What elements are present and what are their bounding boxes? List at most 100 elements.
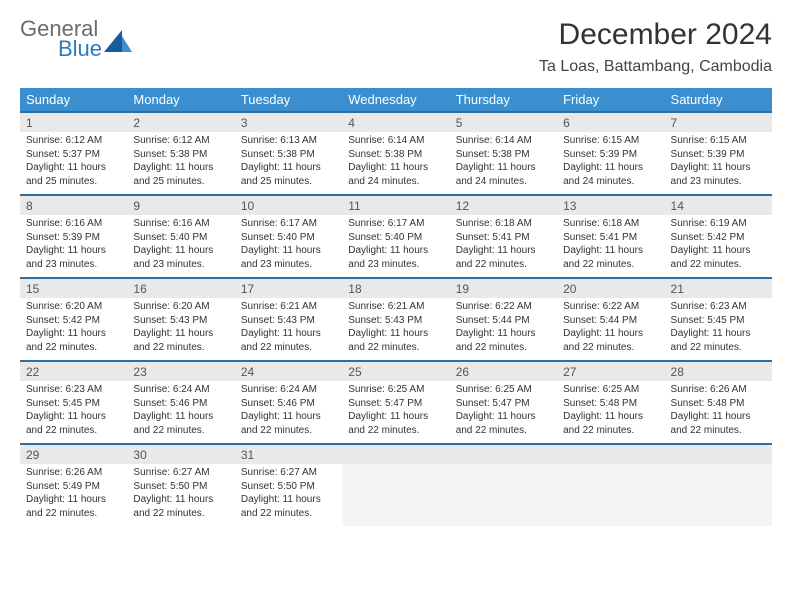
daylight-text: Daylight: 11 hours and 23 minutes. (241, 244, 336, 271)
day-number-cell: 20 (557, 278, 664, 298)
logo-word2: Blue (58, 38, 102, 60)
date-row: 1234567 (20, 112, 772, 132)
day-number-cell: 24 (235, 361, 342, 381)
day-number: 25 (348, 365, 361, 379)
day-number-cell: 23 (127, 361, 234, 381)
sunset-text: Sunset: 5:43 PM (348, 314, 443, 328)
day-info-cell: Sunrise: 6:17 AMSunset: 5:40 PMDaylight:… (342, 215, 449, 278)
day-info-cell: Sunrise: 6:17 AMSunset: 5:40 PMDaylight:… (235, 215, 342, 278)
sunrise-text: Sunrise: 6:13 AM (241, 134, 336, 148)
sunrise-text: Sunrise: 6:24 AM (133, 383, 228, 397)
day-number-cell (665, 444, 772, 464)
day-info-cell: Sunrise: 6:25 AMSunset: 5:47 PMDaylight:… (450, 381, 557, 444)
sunset-text: Sunset: 5:38 PM (241, 148, 336, 162)
day-number: 26 (456, 365, 469, 379)
daylight-text: Daylight: 11 hours and 22 minutes. (671, 244, 766, 271)
daylight-text: Daylight: 11 hours and 22 minutes. (26, 493, 121, 520)
sunrise-text: Sunrise: 6:22 AM (456, 300, 551, 314)
title-block: December 2024 Ta Loas, Battambang, Cambo… (539, 18, 772, 76)
day-number: 29 (26, 448, 39, 462)
info-row: Sunrise: 6:26 AMSunset: 5:49 PMDaylight:… (20, 464, 772, 526)
date-row: 293031 (20, 444, 772, 464)
sunrise-text: Sunrise: 6:25 AM (456, 383, 551, 397)
sunrise-text: Sunrise: 6:24 AM (241, 383, 336, 397)
day-info-cell: Sunrise: 6:12 AMSunset: 5:37 PMDaylight:… (20, 132, 127, 195)
weekday-header: Wednesday (342, 88, 449, 112)
sunset-text: Sunset: 5:42 PM (26, 314, 121, 328)
day-number: 13 (563, 199, 576, 213)
day-number-cell: 16 (127, 278, 234, 298)
daylight-text: Daylight: 11 hours and 22 minutes. (26, 327, 121, 354)
day-number-cell (557, 444, 664, 464)
sunrise-text: Sunrise: 6:16 AM (26, 217, 121, 231)
weekday-header: Sunday (20, 88, 127, 112)
day-number: 10 (241, 199, 254, 213)
sunset-text: Sunset: 5:40 PM (133, 231, 228, 245)
sunrise-text: Sunrise: 6:15 AM (563, 134, 658, 148)
day-number-cell: 7 (665, 112, 772, 132)
day-number-cell: 15 (20, 278, 127, 298)
sunset-text: Sunset: 5:44 PM (563, 314, 658, 328)
day-number: 14 (671, 199, 684, 213)
daylight-text: Daylight: 11 hours and 23 minutes. (133, 244, 228, 271)
day-info-cell: Sunrise: 6:21 AMSunset: 5:43 PMDaylight:… (342, 298, 449, 361)
daylight-text: Daylight: 11 hours and 22 minutes. (671, 410, 766, 437)
sunset-text: Sunset: 5:43 PM (133, 314, 228, 328)
sunrise-text: Sunrise: 6:17 AM (348, 217, 443, 231)
day-number: 15 (26, 282, 39, 296)
day-number-cell: 17 (235, 278, 342, 298)
daylight-text: Daylight: 11 hours and 22 minutes. (133, 327, 228, 354)
sunset-text: Sunset: 5:43 PM (241, 314, 336, 328)
daylight-text: Daylight: 11 hours and 22 minutes. (456, 244, 551, 271)
sunset-text: Sunset: 5:46 PM (241, 397, 336, 411)
sunrise-text: Sunrise: 6:20 AM (26, 300, 121, 314)
day-number-cell: 19 (450, 278, 557, 298)
daylight-text: Daylight: 11 hours and 25 minutes. (133, 161, 228, 188)
day-number: 24 (241, 365, 254, 379)
daylight-text: Daylight: 11 hours and 22 minutes. (348, 327, 443, 354)
day-info-cell: Sunrise: 6:21 AMSunset: 5:43 PMDaylight:… (235, 298, 342, 361)
sunrise-text: Sunrise: 6:17 AM (241, 217, 336, 231)
day-number-cell: 14 (665, 195, 772, 215)
sail-icon (106, 26, 132, 52)
sunrise-text: Sunrise: 6:15 AM (671, 134, 766, 148)
day-number: 7 (671, 116, 678, 130)
daylight-text: Daylight: 11 hours and 22 minutes. (241, 493, 336, 520)
sunrise-text: Sunrise: 6:18 AM (563, 217, 658, 231)
sunrise-text: Sunrise: 6:12 AM (133, 134, 228, 148)
sunrise-text: Sunrise: 6:25 AM (348, 383, 443, 397)
weekday-header-row: Sunday Monday Tuesday Wednesday Thursday… (20, 88, 772, 112)
daylight-text: Daylight: 11 hours and 24 minutes. (348, 161, 443, 188)
day-number: 30 (133, 448, 146, 462)
sunrise-text: Sunrise: 6:16 AM (133, 217, 228, 231)
day-info-cell: Sunrise: 6:20 AMSunset: 5:43 PMDaylight:… (127, 298, 234, 361)
day-number: 23 (133, 365, 146, 379)
day-number: 27 (563, 365, 576, 379)
day-info-cell: Sunrise: 6:25 AMSunset: 5:47 PMDaylight:… (342, 381, 449, 444)
daylight-text: Daylight: 11 hours and 22 minutes. (133, 493, 228, 520)
daylight-text: Daylight: 11 hours and 22 minutes. (563, 327, 658, 354)
day-number: 4 (348, 116, 355, 130)
sunset-text: Sunset: 5:45 PM (26, 397, 121, 411)
sunset-text: Sunset: 5:48 PM (671, 397, 766, 411)
weekday-header: Thursday (450, 88, 557, 112)
sunset-text: Sunset: 5:49 PM (26, 480, 121, 494)
calendar-table: Sunday Monday Tuesday Wednesday Thursday… (20, 88, 772, 526)
weekday-header: Friday (557, 88, 664, 112)
sunrise-text: Sunrise: 6:23 AM (671, 300, 766, 314)
day-info-cell (557, 464, 664, 526)
day-info-cell: Sunrise: 6:27 AMSunset: 5:50 PMDaylight:… (235, 464, 342, 526)
date-row: 22232425262728 (20, 361, 772, 381)
daylight-text: Daylight: 11 hours and 24 minutes. (563, 161, 658, 188)
day-number-cell: 29 (20, 444, 127, 464)
info-row: Sunrise: 6:20 AMSunset: 5:42 PMDaylight:… (20, 298, 772, 361)
sunrise-text: Sunrise: 6:25 AM (563, 383, 658, 397)
day-number: 2 (133, 116, 140, 130)
day-info-cell: Sunrise: 6:12 AMSunset: 5:38 PMDaylight:… (127, 132, 234, 195)
sunset-text: Sunset: 5:38 PM (456, 148, 551, 162)
daylight-text: Daylight: 11 hours and 22 minutes. (563, 244, 658, 271)
date-row: 891011121314 (20, 195, 772, 215)
sunrise-text: Sunrise: 6:21 AM (348, 300, 443, 314)
sunset-text: Sunset: 5:47 PM (456, 397, 551, 411)
sunset-text: Sunset: 5:42 PM (671, 231, 766, 245)
